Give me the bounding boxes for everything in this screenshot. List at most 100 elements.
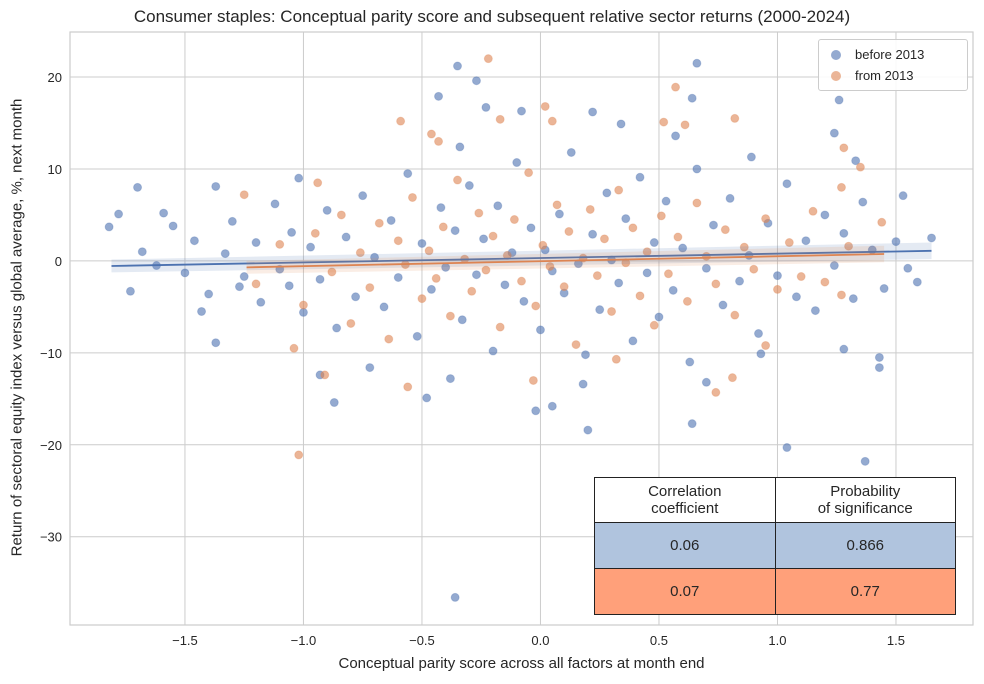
y-axis-label: Return of sectoral equity index versus g… [8, 98, 26, 557]
data-point [772, 284, 782, 294]
correlation-value: 0.07 [594, 568, 776, 615]
data-point [426, 129, 436, 139]
data-point [599, 234, 609, 244]
data-point [829, 128, 839, 138]
header-probability: Probability of significance [774, 477, 956, 523]
data-point [479, 234, 489, 244]
data-point [445, 374, 455, 384]
data-point [412, 331, 422, 341]
data-point [384, 334, 394, 344]
data-point [580, 350, 590, 360]
data-point [820, 277, 830, 287]
data-point [860, 456, 870, 466]
data-point [851, 156, 861, 166]
data-point [220, 249, 230, 259]
legend-label: from 2013 [855, 68, 914, 83]
data-point [197, 306, 207, 316]
data-point [294, 173, 304, 183]
data-point [621, 214, 631, 224]
data-point [298, 300, 308, 310]
data-point [756, 349, 766, 359]
data-point [329, 398, 339, 408]
data-point [772, 271, 782, 281]
data-point [104, 222, 114, 232]
data-point [874, 352, 884, 362]
data-point [796, 272, 806, 282]
data-point [628, 223, 638, 233]
correlation-value: 0.06 [594, 522, 776, 569]
data-point [898, 191, 908, 201]
data-point [298, 307, 308, 317]
data-point [450, 226, 460, 236]
data-point [602, 188, 612, 198]
data-point [839, 228, 849, 238]
data-point [680, 120, 690, 130]
data-point [554, 209, 564, 219]
data-point [365, 363, 375, 373]
x-tick-label: 1.0 [768, 633, 786, 648]
data-point [453, 175, 463, 185]
y-tick-label: −10 [40, 346, 62, 361]
data-point [287, 227, 297, 237]
data-point [512, 158, 522, 168]
data-point [708, 220, 718, 230]
stats-table: Correlation coefficient Probability of s… [594, 477, 956, 615]
x-tick-label: −0.5 [409, 633, 435, 648]
data-point [739, 242, 749, 252]
data-point [761, 341, 771, 351]
data-point [270, 199, 280, 209]
series-before-2013 [104, 58, 937, 602]
data-point [431, 273, 441, 283]
data-point [879, 284, 889, 294]
data-point [500, 280, 510, 290]
data-point [791, 292, 801, 302]
data-point [455, 142, 465, 152]
data-point [782, 179, 792, 189]
data-point [531, 406, 541, 416]
data-point [820, 210, 830, 220]
data-point [711, 387, 721, 397]
data-point [801, 236, 811, 246]
data-point [284, 281, 294, 291]
row-from-2013: 0.07 0.77 [594, 568, 956, 615]
data-point [519, 296, 529, 306]
data-point [438, 222, 448, 232]
data-point [289, 343, 299, 353]
data-point [493, 201, 503, 211]
data-point [322, 205, 332, 215]
x-tick-label: 1.5 [887, 633, 905, 648]
data-point [524, 168, 534, 178]
data-point [327, 267, 337, 277]
data-point [481, 102, 491, 112]
data-point [718, 300, 728, 310]
data-point [403, 169, 413, 179]
data-point [761, 214, 771, 224]
data-point [588, 107, 598, 117]
data-point [517, 276, 526, 286]
data-point [379, 302, 389, 312]
data-point [848, 294, 858, 304]
data-point [635, 172, 645, 182]
data-point [474, 208, 484, 218]
data-point [891, 237, 901, 247]
data-point [547, 116, 557, 126]
data-point [457, 315, 467, 325]
data-point [571, 340, 581, 350]
data-point [725, 193, 735, 203]
data-point [306, 242, 316, 252]
data-point [189, 236, 199, 246]
x-axis-label: Conceptual parity score across all facto… [338, 655, 705, 672]
data-point [661, 196, 671, 206]
data-point [614, 278, 624, 288]
data-point [540, 101, 550, 111]
data-point [654, 312, 664, 322]
data-point [483, 54, 493, 64]
data-point [351, 292, 361, 302]
data-point [488, 231, 498, 241]
data-point [566, 147, 576, 157]
data-point [528, 375, 538, 385]
tick-labels: −1.5 −1.0 −0.5 0.0 0.5 1.0 1.5 20 10 0 −10 −20 −30 [40, 70, 905, 648]
data-point [256, 297, 266, 307]
data-point [628, 336, 638, 346]
